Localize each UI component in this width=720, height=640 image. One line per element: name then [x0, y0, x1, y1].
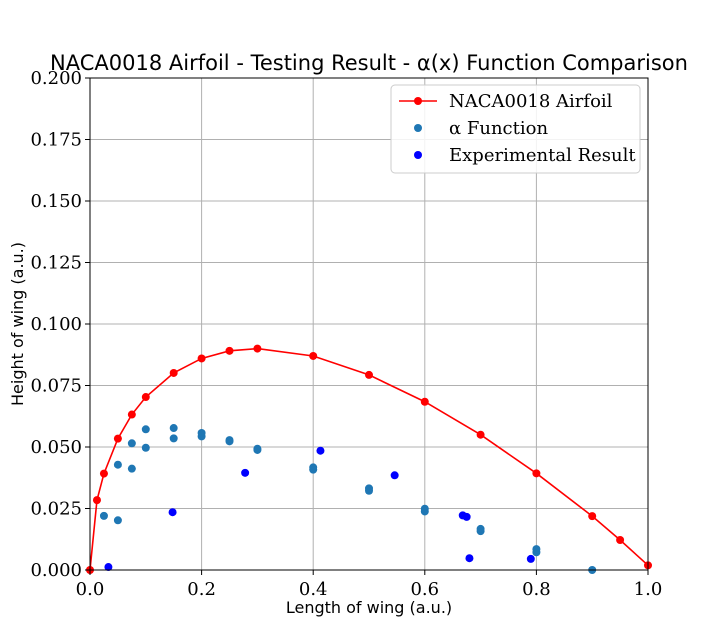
legend-label: NACA0018 Airfoil — [449, 91, 613, 112]
series-2-point — [316, 446, 325, 455]
y-axis-label: Height of wing (a.u.) — [8, 242, 27, 406]
series-1-point — [169, 424, 178, 433]
series-0-point — [616, 535, 625, 544]
series-1-point — [113, 516, 122, 525]
x-tick-label: 0.2 — [187, 579, 216, 600]
series-1-point — [127, 439, 136, 448]
y-tick-label: 0.050 — [30, 437, 82, 458]
series-2-point — [462, 512, 471, 521]
series-0-point — [532, 469, 541, 478]
series-0-point — [225, 346, 234, 355]
legend-label: Experimental Result — [449, 145, 636, 166]
series-1-point — [141, 443, 150, 452]
axes: 0.0 0.2 0.4 0.6 0.8 1.0 0.000 0.025 0.050 0.075 0.… — [30, 68, 662, 600]
x-axis-label: Length of wing (a.u.) — [286, 598, 452, 617]
chart-title: NACA0018 Airfoil - Testing Result - α(x)… — [50, 51, 688, 75]
y-tick-label: 0.200 — [30, 68, 82, 89]
x-tick-label: 0.0 — [76, 579, 105, 600]
series-0-point — [99, 469, 108, 478]
legend: NACA0018 Airfoil α Function Experimental R… — [390, 84, 641, 174]
y-tick-label: 0.000 — [30, 560, 82, 581]
series-2-point — [526, 554, 535, 563]
y-tick-label: 0.175 — [30, 130, 82, 151]
series-0-point — [113, 434, 122, 443]
series-1-point — [253, 444, 262, 453]
series-1-point — [309, 463, 318, 472]
series-2-point — [241, 468, 250, 477]
series-1-point — [99, 511, 108, 520]
x-tick-label: 0.4 — [299, 579, 328, 600]
legend-box — [390, 84, 641, 174]
series-0-point — [169, 368, 178, 377]
series-1-point — [225, 436, 234, 445]
series-2-point — [168, 508, 177, 517]
y-tick-label: 0.025 — [30, 499, 82, 520]
series-2-point — [465, 554, 474, 563]
series-1-point — [127, 464, 136, 473]
y-tick-label: 0.125 — [30, 253, 82, 274]
legend-marker — [414, 124, 422, 132]
x-tick-label: 1.0 — [634, 579, 663, 600]
plot-area — [86, 344, 652, 574]
series-0-point — [588, 512, 597, 521]
series-0-point — [420, 397, 429, 406]
series-0-point — [365, 370, 373, 379]
series-1-point — [113, 460, 122, 469]
series-0-point — [141, 393, 150, 402]
y-tick-label: 0.100 — [30, 314, 82, 335]
legend-marker — [414, 97, 422, 105]
series-0-point — [476, 430, 485, 439]
legend-label: α Function — [449, 118, 548, 139]
x-tick-label: 0.6 — [410, 579, 439, 600]
y-tick-label: 0.150 — [30, 191, 82, 212]
series-1-point — [169, 434, 178, 443]
series-2-point — [390, 471, 399, 480]
series-0-point — [253, 344, 262, 353]
series-0-point — [309, 351, 318, 360]
series-1-point — [141, 425, 150, 434]
series-0-point — [92, 496, 101, 505]
series-0-point — [127, 410, 136, 419]
series-2-point — [104, 563, 113, 572]
legend-marker — [414, 151, 422, 159]
series-1-point — [532, 545, 541, 554]
series-1-point — [365, 484, 373, 493]
series-1-point — [197, 428, 206, 437]
y-tick-label: 0.075 — [30, 376, 82, 397]
series-0-line — [89, 347, 649, 571]
series-1-point — [476, 524, 485, 533]
series-1-point — [420, 504, 429, 513]
x-tick-label: 0.8 — [522, 579, 551, 600]
series-0-point — [197, 354, 206, 363]
